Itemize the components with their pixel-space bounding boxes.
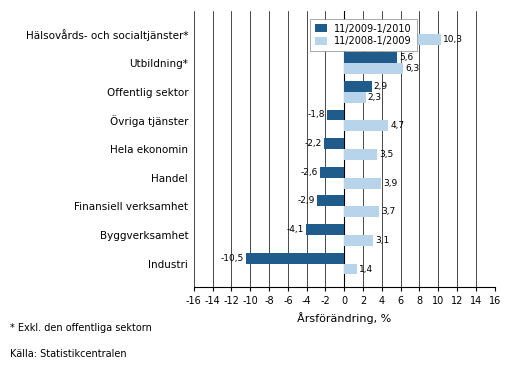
Bar <box>323 138 344 149</box>
X-axis label: Årsförändring, %: Årsförändring, % <box>297 312 390 323</box>
Bar <box>319 167 344 178</box>
Text: 4,7: 4,7 <box>389 121 404 130</box>
Text: -2,9: -2,9 <box>297 197 315 205</box>
Bar <box>344 149 377 160</box>
Bar <box>344 178 380 188</box>
Text: 1,4: 1,4 <box>359 265 373 273</box>
Bar <box>344 120 388 131</box>
Text: 3,1: 3,1 <box>375 236 389 245</box>
Bar <box>344 63 403 74</box>
Legend: 11/2009-1/2010, 11/2008-1/2009: 11/2009-1/2010, 11/2008-1/2009 <box>309 19 416 51</box>
Text: 6,2: 6,2 <box>404 25 418 33</box>
Bar <box>344 235 373 246</box>
Bar <box>344 52 396 63</box>
Text: -10,5: -10,5 <box>220 254 243 263</box>
Text: 3,7: 3,7 <box>380 207 394 216</box>
Bar <box>317 195 344 206</box>
Text: * Exkl. den offentliga sektorn: * Exkl. den offentliga sektorn <box>10 323 152 333</box>
Bar <box>344 263 357 275</box>
Text: Källa: Statistikcentralen: Källa: Statistikcentralen <box>10 349 127 359</box>
Bar <box>305 224 344 235</box>
Text: 3,9: 3,9 <box>382 178 397 188</box>
Text: -2,6: -2,6 <box>300 168 317 177</box>
Bar <box>245 253 344 263</box>
Text: 10,3: 10,3 <box>442 35 462 45</box>
Text: 6,3: 6,3 <box>405 64 419 73</box>
Text: 5,6: 5,6 <box>398 53 412 62</box>
Text: 3,5: 3,5 <box>378 150 392 159</box>
Text: -2,2: -2,2 <box>304 139 321 148</box>
Text: -1,8: -1,8 <box>307 110 325 120</box>
Bar <box>344 35 440 45</box>
Bar <box>344 92 365 103</box>
Bar <box>344 206 378 217</box>
Text: -4,1: -4,1 <box>286 225 303 234</box>
Text: 2,9: 2,9 <box>373 82 387 91</box>
Bar <box>344 81 371 92</box>
Bar <box>327 110 344 120</box>
Text: 2,3: 2,3 <box>367 93 381 102</box>
Bar <box>344 24 402 35</box>
